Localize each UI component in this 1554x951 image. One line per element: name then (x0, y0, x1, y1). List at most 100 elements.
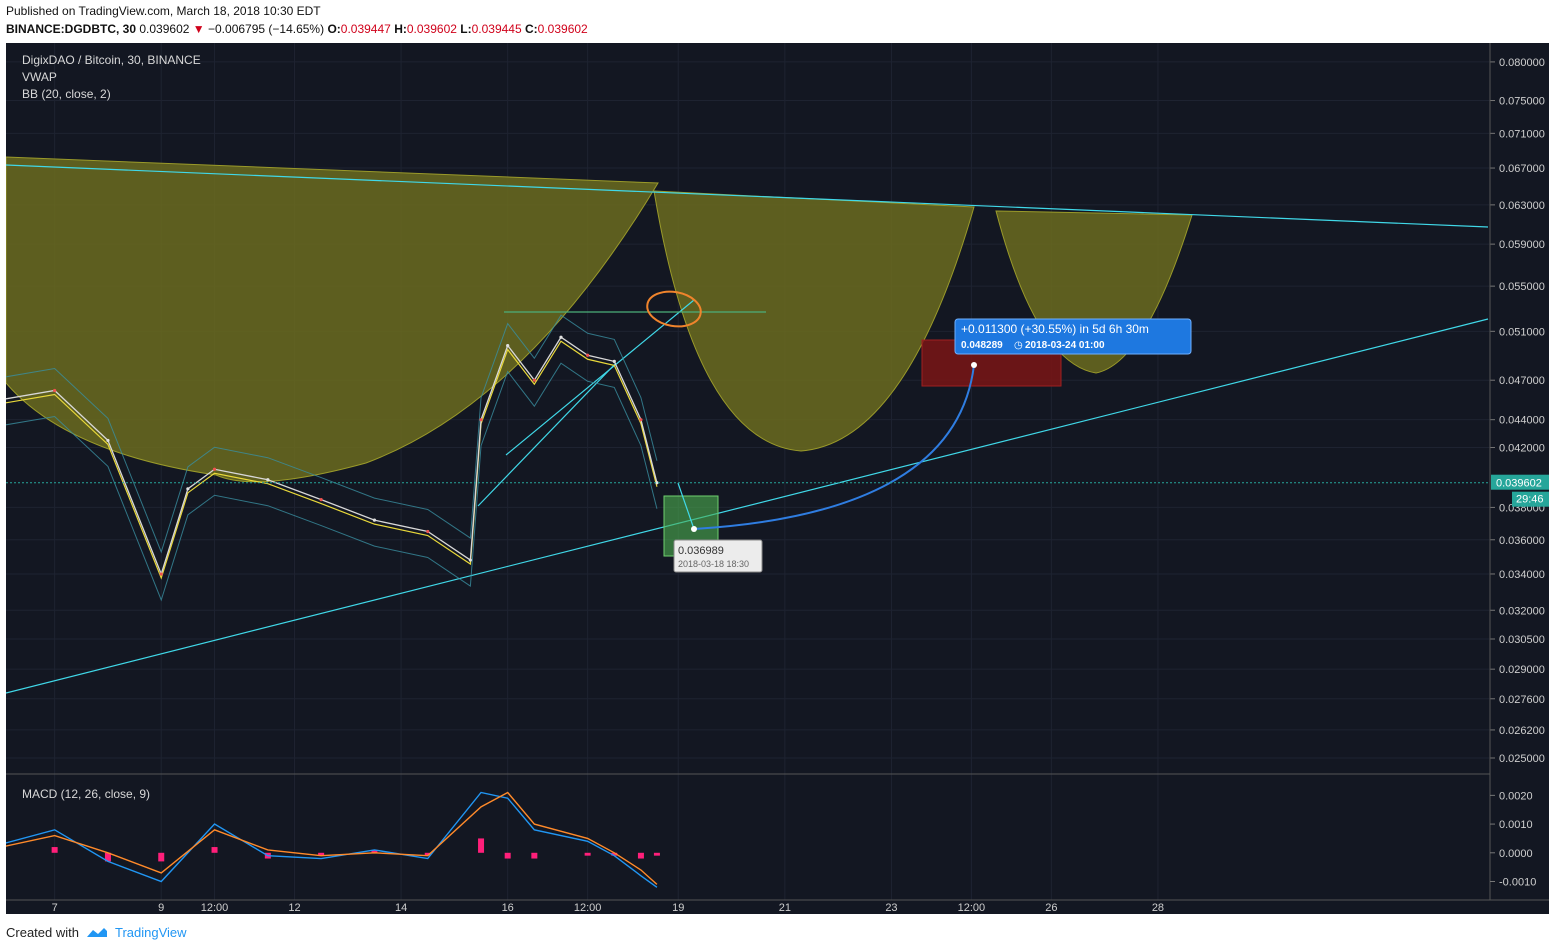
x-tick-label: 16 (502, 902, 514, 914)
x-tick-label: 14 (395, 902, 407, 914)
last-price: 0.039602 (139, 22, 190, 36)
macd-histogram-bar (653, 852, 660, 856)
macd-histogram-bar (51, 847, 58, 853)
symbol-ohlc-line: BINANCE:DGDBTC, 30 0.039602 ▼ −0.006795 … (6, 22, 588, 36)
x-tick-label: 23 (885, 902, 897, 914)
brand-link[interactable]: TradingView (114, 925, 187, 940)
created-with: Created with (6, 925, 79, 940)
resistance-trendline (6, 164, 1489, 228)
y-tick-label: 0.042000 (1499, 443, 1545, 455)
y-tick-label: 0.036000 (1499, 535, 1545, 547)
price-point (559, 335, 563, 339)
x-tick-label: 9 (158, 902, 164, 914)
y-tick-label: 0.030500 (1499, 634, 1545, 646)
price-series (6, 314, 659, 602)
y-tick-label: 0.075000 (1499, 96, 1545, 108)
target-time: 2018-03-24 01:00 (1025, 340, 1105, 351)
price-point (319, 497, 323, 502)
x-tick-label: 12:00 (958, 902, 986, 914)
price-point (586, 353, 590, 357)
target-change: +0.011300 (+30.55%) in 5d 6h 30m (961, 322, 1149, 336)
last-price-tag (1491, 474, 1549, 490)
y-tick-label: 0.051000 (1499, 326, 1545, 338)
bb-upper (6, 314, 658, 554)
target-point (971, 362, 977, 368)
bb-label[interactable]: BB (20, close, 2) (22, 87, 111, 101)
y-tick-label: 0.034000 (1499, 569, 1545, 581)
price-point (186, 487, 190, 491)
footer: Created with TradingView (6, 925, 187, 940)
macd-line (6, 791, 658, 888)
vwap-line (6, 340, 658, 580)
chart-frame[interactable]: 0.036989 2018-03-18 18:30 +0.011300 (+30.5… (6, 43, 1549, 914)
macd-y-tick-label: 0.0010 (1499, 819, 1533, 831)
tradingview-logo-icon (86, 927, 107, 937)
macd-histogram-bar (371, 849, 378, 853)
countdown-tag (1512, 491, 1549, 507)
open-label: O: (327, 22, 341, 36)
y-tick-label: 0.071000 (1499, 128, 1545, 140)
vwap-label[interactable]: VWAP (22, 70, 57, 84)
x-tick-label: 12:00 (574, 902, 602, 914)
entry-point (691, 526, 697, 532)
clock-icon: ◷ (1014, 340, 1023, 351)
x-tick-label: 26 (1045, 902, 1057, 914)
y-tick-label: 0.067000 (1499, 163, 1545, 175)
y-tick-label: 0.027600 (1499, 694, 1545, 706)
y-tick-label: 0.029000 (1499, 664, 1545, 676)
target-price: 0.048289 (961, 340, 1003, 351)
price-point (612, 359, 616, 364)
price-point (426, 529, 430, 534)
chart-canvas[interactable]: 0.036989 2018-03-18 18:30 +0.011300 (+30.5… (6, 43, 1549, 914)
macd-histogram-bar (478, 838, 485, 853)
price-point (266, 478, 270, 482)
axes: 0.080000 0.075000 0.071000 0.067000 0.063000… (6, 43, 1549, 914)
y-tick-label: 0.059000 (1499, 239, 1545, 251)
y-tick-label: 0.044000 (1499, 415, 1545, 427)
x-tick-label: 12 (288, 902, 300, 914)
y-tick-label: 0.026200 (1499, 725, 1545, 737)
y-tick-label: 0.055000 (1499, 281, 1545, 293)
macd-histogram-bar (158, 852, 165, 862)
y-tick-label: 0.032000 (1499, 605, 1545, 617)
price-point (468, 558, 472, 562)
price-point (212, 467, 217, 471)
open-value: 0.039447 (340, 22, 391, 36)
low-value: 0.039445 (471, 22, 522, 36)
close-label: C: (525, 22, 538, 36)
macd-histogram-bar (211, 847, 218, 853)
entry-tooltip (673, 539, 763, 573)
macd-y-tick-label: 0.0020 (1499, 790, 1533, 802)
entry-price: 0.036989 (678, 545, 724, 557)
price-point (655, 481, 659, 485)
price-point (106, 438, 110, 443)
macd-histogram-bar (504, 852, 511, 859)
price-point (479, 418, 483, 422)
price-change: −0.006795 (−14.65%) (208, 22, 325, 36)
macd-histogram-bar (424, 852, 431, 856)
target-tooltip (954, 318, 1192, 355)
rising-wedge-line (505, 299, 695, 456)
support-trendline (6, 318, 1489, 694)
macd-histogram-bar (318, 852, 325, 856)
macd-histogram-bar (104, 852, 111, 862)
macd-histogram-bar (637, 852, 644, 859)
high-label: H: (394, 22, 407, 36)
breakout-circle (646, 290, 702, 328)
x-tick-label: 28 (1152, 902, 1164, 914)
x-tick-label: 21 (779, 902, 791, 914)
down-arrow-icon: ▼ (192, 22, 205, 36)
x-tick-label: 12:00 (201, 902, 229, 914)
entry-time: 2018-03-18 18:30 (678, 559, 749, 569)
annotations: 0.036989 2018-03-18 18:30 +0.011300 (+30.5… (663, 318, 1192, 573)
x-tick-label: 7 (52, 902, 58, 914)
channel-line (477, 362, 617, 507)
price-point (532, 378, 536, 382)
y-tick-label: 0.038000 (1499, 502, 1545, 514)
countdown-label: 29:46 (1516, 494, 1544, 506)
macd-label[interactable]: MACD (12, 26, close, 9) (22, 787, 151, 801)
trendlines (6, 164, 1489, 694)
x-tick-label: 19 (672, 902, 684, 914)
macd-histogram-bar (584, 852, 591, 856)
symbol: BINANCE:DGDBTC, 30 (6, 22, 137, 36)
